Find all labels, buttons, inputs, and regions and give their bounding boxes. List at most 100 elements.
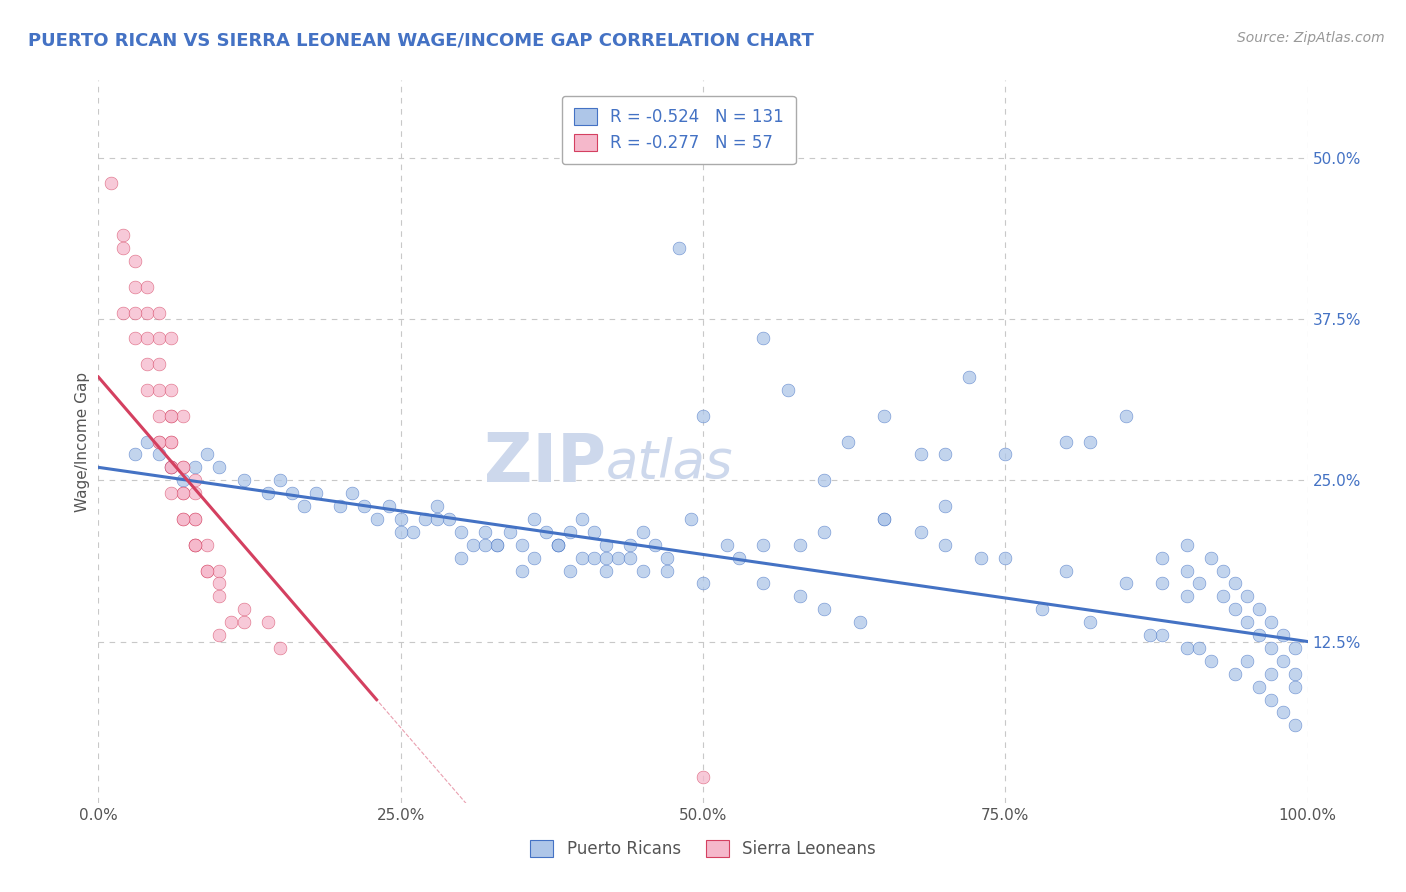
Point xyxy=(595,564,617,578)
Point xyxy=(124,305,146,319)
Point xyxy=(1139,628,1161,642)
Point xyxy=(1199,550,1222,565)
Point xyxy=(160,331,183,345)
Point xyxy=(583,524,606,539)
Point xyxy=(692,409,714,423)
Point xyxy=(208,564,231,578)
Point xyxy=(547,538,569,552)
Point xyxy=(849,615,872,630)
Point xyxy=(195,538,218,552)
Point xyxy=(292,499,315,513)
Point xyxy=(232,473,254,487)
Point xyxy=(184,538,207,552)
Point xyxy=(135,331,157,345)
Point xyxy=(366,512,388,526)
Point xyxy=(160,460,183,475)
Point xyxy=(172,486,194,500)
Point xyxy=(1152,576,1174,591)
Point xyxy=(160,434,183,449)
Point xyxy=(172,409,194,423)
Point xyxy=(1236,654,1258,668)
Point xyxy=(910,524,932,539)
Point xyxy=(1284,666,1306,681)
Point xyxy=(776,383,799,397)
Point xyxy=(256,486,278,500)
Point xyxy=(148,305,170,319)
Point xyxy=(1054,564,1077,578)
Point xyxy=(510,538,533,552)
Point xyxy=(1175,564,1198,578)
Point xyxy=(148,434,170,449)
Point xyxy=(172,460,194,475)
Point xyxy=(195,564,218,578)
Point xyxy=(668,241,690,255)
Point xyxy=(474,538,496,552)
Point xyxy=(474,524,496,539)
Point xyxy=(583,550,606,565)
Point xyxy=(547,538,569,552)
Point xyxy=(644,538,666,552)
Point xyxy=(1115,409,1137,423)
Point xyxy=(934,499,956,513)
Point xyxy=(1260,615,1282,630)
Point xyxy=(873,512,896,526)
Point xyxy=(111,241,134,255)
Point xyxy=(523,512,546,526)
Point xyxy=(329,499,352,513)
Point xyxy=(135,305,157,319)
Point xyxy=(728,550,751,565)
Point xyxy=(1188,640,1211,655)
Point xyxy=(256,615,278,630)
Point xyxy=(813,602,835,616)
Point xyxy=(413,512,436,526)
Point xyxy=(873,512,896,526)
Point xyxy=(1175,640,1198,655)
Point xyxy=(607,550,630,565)
Point xyxy=(631,564,654,578)
Point xyxy=(353,499,375,513)
Point xyxy=(208,460,231,475)
Point xyxy=(135,434,157,449)
Point xyxy=(208,590,231,604)
Point xyxy=(402,524,425,539)
Point xyxy=(184,538,207,552)
Point xyxy=(716,538,738,552)
Point xyxy=(1175,590,1198,604)
Point xyxy=(1223,602,1246,616)
Legend: Puerto Ricans, Sierra Leoneans: Puerto Ricans, Sierra Leoneans xyxy=(522,832,884,867)
Point xyxy=(1188,576,1211,591)
Point xyxy=(389,512,412,526)
Point xyxy=(1078,434,1101,449)
Point xyxy=(631,524,654,539)
Point xyxy=(232,615,254,630)
Point xyxy=(160,409,183,423)
Point xyxy=(100,177,122,191)
Point xyxy=(124,279,146,293)
Point xyxy=(1284,640,1306,655)
Point xyxy=(1054,434,1077,449)
Point xyxy=(135,383,157,397)
Point xyxy=(523,550,546,565)
Point xyxy=(1284,680,1306,694)
Point xyxy=(450,524,472,539)
Point xyxy=(195,447,218,461)
Point xyxy=(172,473,194,487)
Point xyxy=(1272,654,1295,668)
Point xyxy=(184,538,207,552)
Point xyxy=(994,447,1017,461)
Point xyxy=(655,550,678,565)
Point xyxy=(1284,718,1306,732)
Point xyxy=(426,512,449,526)
Point xyxy=(595,550,617,565)
Point xyxy=(184,486,207,500)
Point xyxy=(148,434,170,449)
Point xyxy=(1260,692,1282,706)
Point xyxy=(934,538,956,552)
Point xyxy=(1031,602,1053,616)
Point xyxy=(994,550,1017,565)
Point xyxy=(148,357,170,371)
Point xyxy=(124,447,146,461)
Point xyxy=(124,254,146,268)
Point xyxy=(1199,654,1222,668)
Point xyxy=(957,370,980,384)
